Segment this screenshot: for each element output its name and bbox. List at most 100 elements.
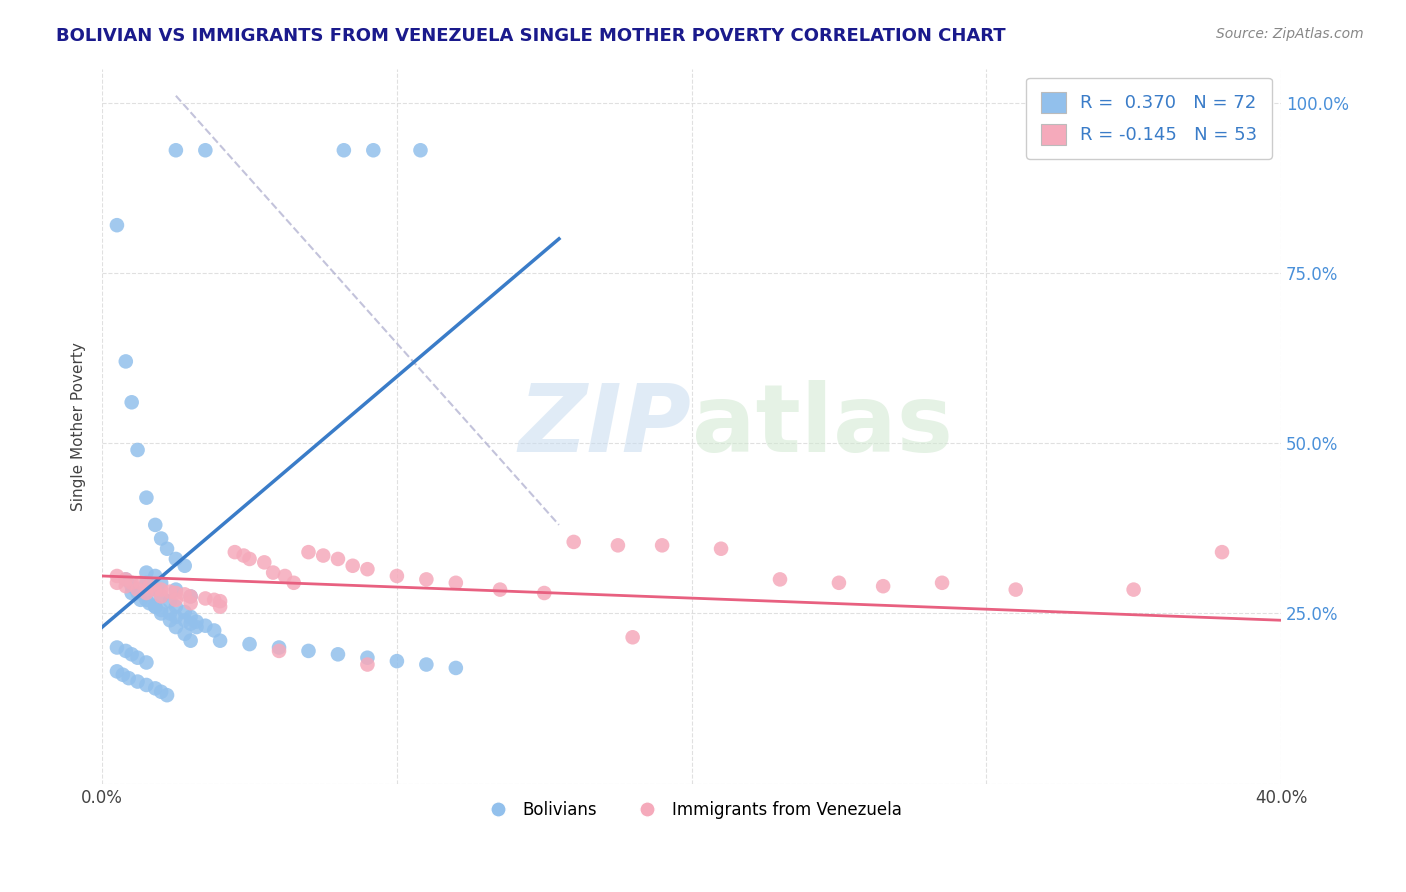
Point: [150, 575, 173, 590]
Point: [165, 599, 187, 614]
Point: [363, 143, 385, 157]
Point: [180, 596, 202, 610]
Point: [156, 541, 179, 556]
Point: [138, 596, 160, 610]
Point: [186, 620, 208, 634]
Point: [194, 618, 217, 632]
Point: [150, 590, 173, 604]
Point: [150, 685, 173, 699]
Point: [710, 541, 733, 556]
Point: [129, 575, 152, 590]
Point: [297, 644, 319, 658]
Point: [606, 538, 628, 552]
Point: [1211, 545, 1233, 559]
Point: [180, 610, 202, 624]
Point: [129, 592, 152, 607]
Point: [444, 661, 467, 675]
Point: [105, 665, 128, 679]
Point: [165, 586, 187, 600]
Point: [489, 582, 512, 597]
Point: [143, 582, 166, 597]
Point: [194, 591, 217, 606]
Point: [180, 590, 202, 604]
Point: [326, 552, 349, 566]
Point: [356, 562, 378, 576]
Point: [150, 582, 173, 597]
Point: [114, 354, 136, 368]
Point: [202, 624, 225, 638]
Point: [127, 586, 149, 600]
Point: [409, 143, 432, 157]
Point: [267, 644, 290, 658]
Point: [150, 603, 173, 617]
Point: [159, 584, 181, 599]
Point: [173, 627, 195, 641]
Point: [283, 575, 305, 590]
Point: [356, 650, 378, 665]
Point: [209, 633, 232, 648]
Point: [135, 491, 157, 505]
Point: [159, 594, 181, 608]
Point: [121, 579, 143, 593]
Point: [135, 678, 157, 692]
Point: [180, 616, 202, 631]
Point: [769, 573, 792, 587]
Point: [533, 586, 555, 600]
Text: BOLIVIAN VS IMMIGRANTS FROM VENEZUELA SINGLE MOTHER POVERTY CORRELATION CHART: BOLIVIAN VS IMMIGRANTS FROM VENEZUELA SI…: [56, 27, 1005, 45]
Point: [232, 549, 254, 563]
Text: ZIP: ZIP: [519, 380, 692, 472]
Point: [150, 607, 173, 621]
Point: [159, 607, 181, 621]
Point: [138, 579, 160, 593]
Point: [121, 395, 143, 409]
Point: [127, 650, 149, 665]
Point: [143, 569, 166, 583]
Point: [114, 644, 136, 658]
Point: [173, 613, 195, 627]
Point: [385, 569, 408, 583]
Point: [121, 648, 143, 662]
Point: [165, 552, 187, 566]
Point: [209, 594, 232, 608]
Point: [165, 610, 187, 624]
Point: [135, 592, 157, 607]
Point: [111, 667, 134, 681]
Point: [150, 532, 173, 546]
Point: [121, 586, 143, 600]
Point: [931, 575, 953, 590]
Point: [143, 599, 166, 614]
Point: [150, 590, 173, 604]
Point: [202, 592, 225, 607]
Point: [224, 545, 246, 559]
Point: [159, 613, 181, 627]
Point: [415, 657, 437, 672]
Point: [118, 671, 141, 685]
Point: [105, 575, 128, 590]
Point: [385, 654, 408, 668]
Point: [356, 657, 378, 672]
Point: [297, 545, 319, 559]
Point: [651, 538, 673, 552]
Point: [326, 648, 349, 662]
Text: Source: ZipAtlas.com: Source: ZipAtlas.com: [1216, 27, 1364, 41]
Point: [127, 582, 149, 597]
Point: [872, 579, 894, 593]
Point: [238, 552, 260, 566]
Point: [194, 143, 217, 157]
Point: [253, 555, 276, 569]
Point: [165, 620, 187, 634]
Point: [1004, 582, 1026, 597]
Legend: Bolivians, Immigrants from Venezuela: Bolivians, Immigrants from Venezuela: [474, 794, 908, 825]
Point: [135, 575, 157, 590]
Point: [173, 605, 195, 619]
Point: [165, 592, 187, 607]
Point: [1122, 582, 1144, 597]
Point: [105, 218, 128, 232]
Point: [127, 442, 149, 457]
Point: [135, 586, 157, 600]
Point: [135, 656, 157, 670]
Point: [165, 143, 187, 157]
Point: [333, 143, 356, 157]
Point: [105, 569, 128, 583]
Point: [114, 579, 136, 593]
